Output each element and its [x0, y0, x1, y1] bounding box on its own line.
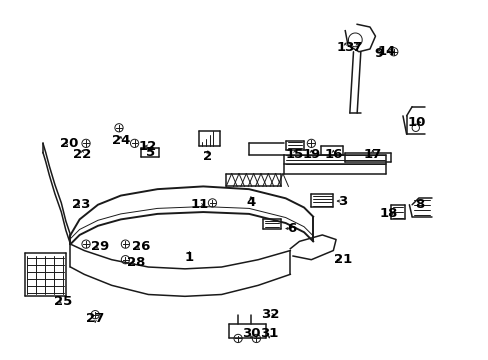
Text: 29: 29 [90, 240, 109, 253]
Text: 31: 31 [260, 327, 278, 341]
Text: 7: 7 [352, 41, 361, 54]
Text: 16: 16 [324, 148, 342, 161]
Text: 28: 28 [127, 256, 145, 269]
Text: 13: 13 [335, 41, 354, 54]
Text: 17: 17 [363, 148, 381, 161]
Text: 1: 1 [184, 251, 194, 264]
Text: 32: 32 [261, 308, 279, 321]
Text: 10: 10 [407, 116, 425, 129]
Text: 26: 26 [132, 240, 150, 253]
Text: 19: 19 [302, 148, 320, 161]
Text: 11: 11 [190, 198, 208, 211]
Text: 2: 2 [203, 150, 212, 163]
Text: 9: 9 [374, 47, 383, 60]
Text: 3: 3 [338, 194, 347, 208]
Text: 4: 4 [246, 196, 255, 209]
Text: 30: 30 [241, 327, 260, 341]
Text: 8: 8 [414, 198, 423, 211]
Text: 5: 5 [145, 146, 154, 159]
Text: 21: 21 [333, 253, 351, 266]
Text: 25: 25 [54, 295, 72, 308]
Text: 14: 14 [377, 45, 395, 58]
Text: 18: 18 [379, 207, 398, 220]
Text: 23: 23 [72, 198, 90, 211]
Text: 12: 12 [139, 140, 157, 153]
Text: 22: 22 [73, 148, 91, 161]
Text: 15: 15 [285, 148, 304, 161]
Text: 20: 20 [60, 137, 79, 150]
Text: 24: 24 [111, 134, 130, 147]
Text: 27: 27 [86, 312, 104, 325]
Text: 6: 6 [286, 222, 296, 235]
